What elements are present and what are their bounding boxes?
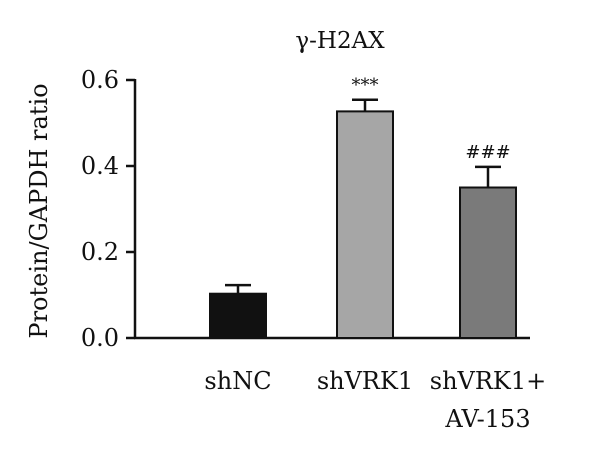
significance-label: *** [352,75,379,96]
x-tick-label: shNC [204,367,271,395]
chart-title: γ-H2AX [295,28,385,54]
y-tick-label: 0.2 [81,238,119,266]
significance-label: ### [465,142,510,163]
y-tick-label: 0.0 [81,324,119,352]
x-tick-label: AV-153 [444,405,530,433]
plot-area: 0.0 0.2 0.4 0.6 shNC *** shVRK1 ### shVRK1+ AV-15… [81,66,546,433]
y-tick-label: 0.4 [81,152,119,180]
y-tick-label: 0.6 [81,66,119,94]
bar [459,186,517,339]
x-tick-label: shVRK1+ [430,367,546,395]
x-tick-label: shVRK1 [317,367,413,395]
bar [209,292,267,339]
y-axis-label: Protein/GAPDH ratio [25,83,53,338]
bar [336,110,394,339]
